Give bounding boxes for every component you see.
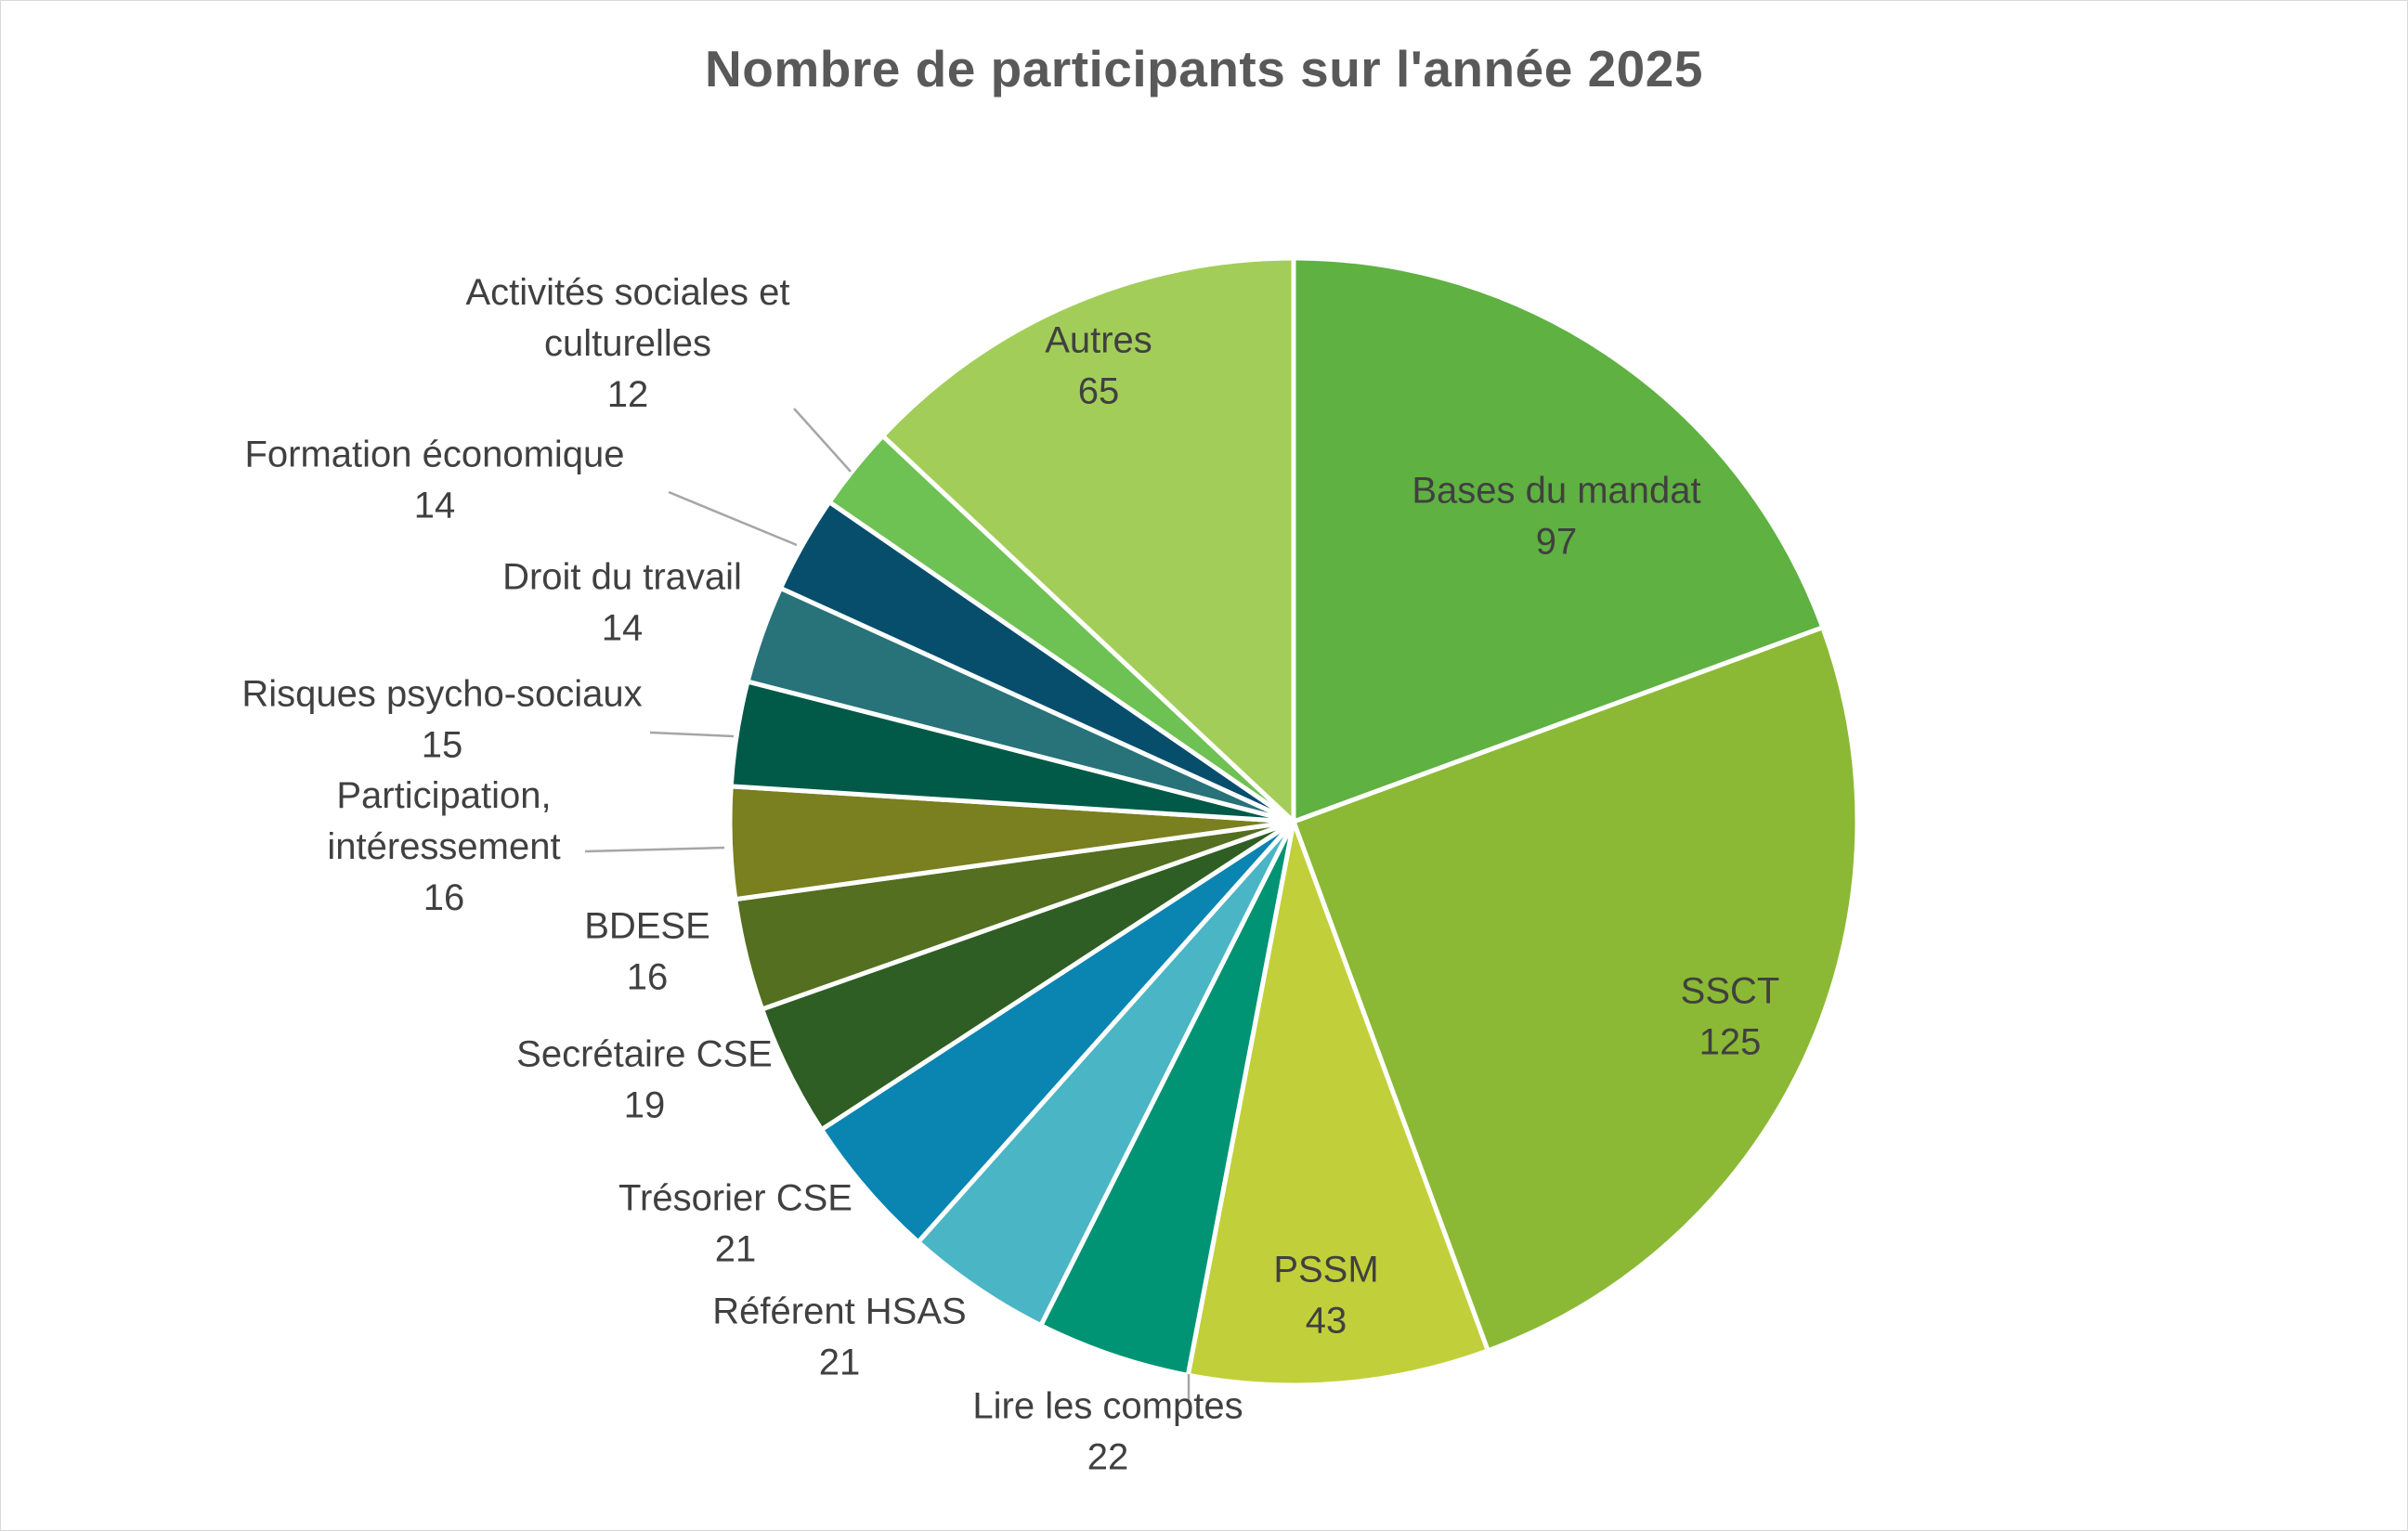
data-label-category: intéressement xyxy=(327,826,560,867)
pie-slice-lire-les-comptes xyxy=(1038,819,1296,1378)
data-label-category: BDESE xyxy=(584,906,710,947)
pie-slice-ssct xyxy=(1291,625,1860,1354)
data-label-category: PSSM xyxy=(1273,1250,1378,1291)
leader-line xyxy=(584,846,725,853)
data-labels: Bases du mandat 97 SSCT 125 PSSM 43 Lire les c… xyxy=(241,272,1779,1478)
data-label: Référent HSAS 21 xyxy=(712,1291,966,1383)
data-label: PSSM 43 xyxy=(1273,1250,1378,1342)
data-label: Risques psycho-sociaux 15 xyxy=(241,674,642,766)
data-label: Activités sociales et culturelles 12 xyxy=(465,272,789,415)
data-label-category: Bases du mandat xyxy=(1412,471,1700,512)
pie-slice-pssm xyxy=(1185,819,1490,1388)
data-label-category: Risques psycho-sociaux xyxy=(241,674,642,715)
data-label: Bases du mandat 97 xyxy=(1412,471,1700,563)
data-label-category: Trésorier CSE xyxy=(618,1178,853,1219)
data-label: Droit du travail 14 xyxy=(502,557,742,649)
data-label-category: Formation économique xyxy=(244,435,624,475)
data-label-category: SSCT xyxy=(1681,971,1780,1012)
leader-line xyxy=(649,731,735,738)
data-label: Secrétaire CSE 19 xyxy=(516,1034,773,1126)
data-label-category: Secrétaire CSE xyxy=(516,1034,773,1075)
leader-line xyxy=(793,408,852,473)
leader-line xyxy=(668,490,798,547)
pie-slice-bases-du-mandat xyxy=(1291,255,1826,824)
data-label-value: 43 xyxy=(1306,1301,1347,1342)
data-label: SSCT 125 xyxy=(1681,971,1780,1063)
data-label: Formation économique 14 xyxy=(244,435,624,526)
data-label-value: 97 xyxy=(1536,522,1578,563)
data-label: Autres 65 xyxy=(1045,320,1152,412)
data-label-value: 21 xyxy=(819,1343,861,1383)
data-label-value: 22 xyxy=(1087,1437,1129,1478)
data-label-value: 15 xyxy=(422,725,463,766)
data-label-category: Participation, xyxy=(336,775,551,816)
leader-lines xyxy=(584,408,1191,1402)
data-label-category: Autres xyxy=(1045,320,1152,361)
pie-slices xyxy=(727,255,1860,1388)
data-label-value: 19 xyxy=(624,1085,666,1126)
data-label: Trésorier CSE 21 xyxy=(618,1178,853,1270)
pie-slice-autres xyxy=(880,255,1296,824)
data-label-category: Activités sociales et xyxy=(465,272,789,313)
data-label-value: 65 xyxy=(1078,371,1120,412)
data-label-category: Lire les comptes xyxy=(972,1386,1243,1427)
data-label-value: 12 xyxy=(607,374,649,415)
data-label-value: 125 xyxy=(1699,1022,1762,1063)
data-label-value: 21 xyxy=(715,1229,757,1270)
data-label: Lire les comptes 22 xyxy=(972,1386,1243,1478)
data-label-value: 16 xyxy=(423,877,465,918)
data-label-value: 14 xyxy=(414,486,456,526)
data-label-value: 16 xyxy=(627,957,669,998)
data-label-category: Droit du travail xyxy=(502,557,742,598)
data-label-value: 14 xyxy=(602,608,644,649)
data-label-category: Référent HSAS xyxy=(712,1291,966,1332)
data-label: Participation, intéressement 16 xyxy=(327,775,560,918)
data-label: BDESE 16 xyxy=(584,906,710,998)
chart-title: Nombre de participants sur l'année 2025 xyxy=(705,40,1703,97)
data-label-category: culturelles xyxy=(544,323,711,364)
